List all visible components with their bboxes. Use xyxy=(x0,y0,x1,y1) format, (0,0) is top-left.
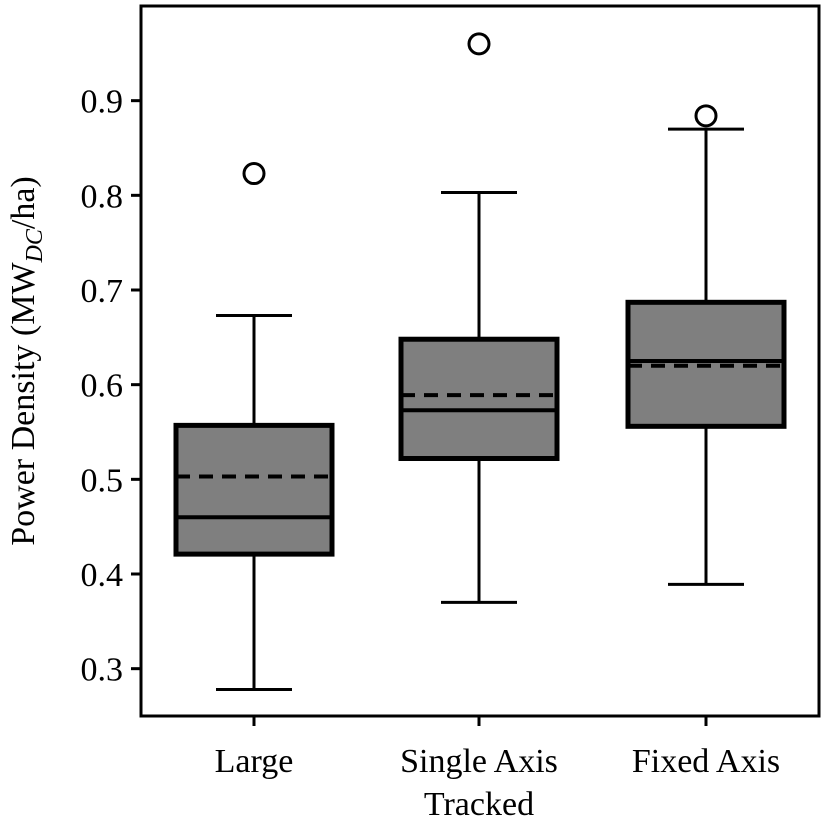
x-tick-label-line: Tracked xyxy=(424,786,534,822)
y-tick-label: 0.5 xyxy=(81,462,124,499)
iqr-box xyxy=(398,336,560,462)
x-tick-label-line: Fixed Axis xyxy=(632,743,780,780)
y-axis-label-suffix: /ha) xyxy=(5,176,42,229)
outlier-point xyxy=(242,162,266,186)
box-2 xyxy=(398,32,560,604)
box-3 xyxy=(625,104,787,586)
y-axis-label-subscript: DC xyxy=(22,228,48,263)
y-tick-label: 0.8 xyxy=(81,178,124,215)
y-tick-label: 0.9 xyxy=(81,84,124,121)
x-tick-label-line: Single Axis xyxy=(400,743,558,780)
x-tick-label-line: Large xyxy=(215,743,294,780)
y-tick-label: 0.6 xyxy=(81,368,124,405)
y-axis-label-main: Power Density (MW xyxy=(5,262,42,546)
box-1 xyxy=(173,162,335,691)
y-tick-label: 0.3 xyxy=(81,652,124,689)
x-tick-label: Large xyxy=(215,743,294,780)
y-tick-label: 0.7 xyxy=(81,273,124,310)
outlier-point xyxy=(467,32,491,56)
y-axis-label: Power Density (MWDC/ha) xyxy=(5,176,48,546)
x-tick-label: Single Axis Tracked xyxy=(400,743,558,822)
y-tick-label: 0.4 xyxy=(81,557,124,594)
outlier-point xyxy=(694,104,718,128)
x-tick-label: Fixed Axis xyxy=(632,743,780,780)
iqr-box xyxy=(173,422,335,557)
